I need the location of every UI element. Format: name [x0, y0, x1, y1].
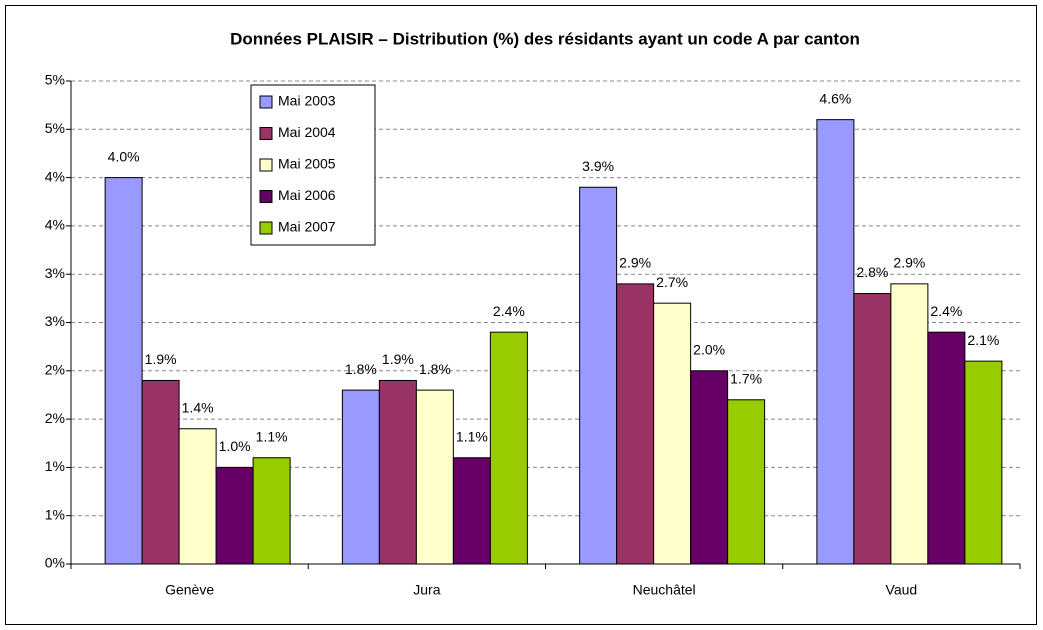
value-label: 1.8% — [345, 361, 377, 377]
value-label: 1.1% — [456, 428, 488, 444]
bar — [415, 389, 454, 565]
bar — [104, 177, 143, 565]
x-tick-label: Genève — [165, 582, 214, 598]
x-tick-label: Jura — [413, 582, 440, 598]
value-label: 4.6% — [819, 90, 851, 106]
value-label: 4.0% — [108, 148, 140, 164]
y-tick-label: 1% — [45, 458, 65, 474]
value-label: 2.9% — [619, 255, 651, 271]
y-tick-label: 3% — [45, 265, 65, 281]
y-tick-label: 2% — [45, 362, 65, 378]
bar — [616, 283, 655, 565]
bar — [690, 370, 729, 565]
bar — [890, 283, 929, 565]
value-label: 1.9% — [382, 351, 414, 367]
bar — [653, 302, 692, 565]
y-tick-label: 4% — [45, 217, 65, 233]
y-tick-label: 0% — [45, 555, 65, 571]
bar — [579, 186, 618, 565]
legend-swatch — [259, 221, 273, 235]
legend-label: Mai 2005 — [278, 156, 336, 172]
value-label: 1.9% — [145, 351, 177, 367]
bar — [853, 293, 892, 565]
legend-swatch — [259, 190, 273, 203]
legend-label: Mai 2003 — [278, 93, 336, 109]
value-label: 1.1% — [256, 428, 288, 444]
value-label: 2.8% — [856, 264, 888, 280]
value-label: 1.8% — [419, 361, 451, 377]
chart-title: Données PLAISIR – Distribution (%) des r… — [230, 29, 860, 48]
y-tick-label: 3% — [45, 313, 65, 329]
bar — [927, 331, 966, 565]
y-tick-label: 2% — [45, 410, 65, 426]
bar — [816, 119, 855, 565]
value-label: 2.1% — [967, 332, 999, 348]
bar — [178, 428, 217, 565]
value-label: 2.4% — [493, 303, 525, 319]
x-tick-label: Vaud — [886, 582, 918, 598]
value-label: 1.4% — [182, 399, 214, 415]
bar — [727, 399, 766, 565]
value-label: 2.7% — [656, 274, 688, 290]
legend-label: Mai 2006 — [278, 187, 336, 203]
bar — [252, 457, 291, 565]
bar — [489, 331, 528, 565]
y-tick-label: 5% — [45, 120, 65, 136]
value-label: 1.7% — [730, 370, 762, 386]
value-label: 2.4% — [930, 303, 962, 319]
y-tick-label: 1% — [45, 506, 65, 522]
legend-label: Mai 2004 — [278, 124, 336, 140]
value-label: 3.9% — [582, 158, 614, 174]
legend-swatch — [259, 158, 273, 172]
value-label: 1.0% — [219, 438, 251, 454]
value-label: 2.9% — [893, 255, 925, 271]
legend-swatch — [259, 127, 273, 140]
bar — [964, 360, 1003, 565]
bar — [141, 379, 180, 565]
value-label: 2.0% — [693, 342, 725, 358]
y-tick-label: 4% — [45, 168, 65, 184]
legend-swatch — [259, 95, 273, 109]
bar — [378, 379, 417, 565]
bar — [452, 457, 491, 565]
x-tick-label: Neuchâtel — [633, 582, 696, 598]
bar — [215, 466, 254, 565]
y-tick-label: 5% — [45, 72, 65, 88]
bar — [341, 389, 380, 565]
legend-label: Mai 2007 — [278, 219, 336, 235]
